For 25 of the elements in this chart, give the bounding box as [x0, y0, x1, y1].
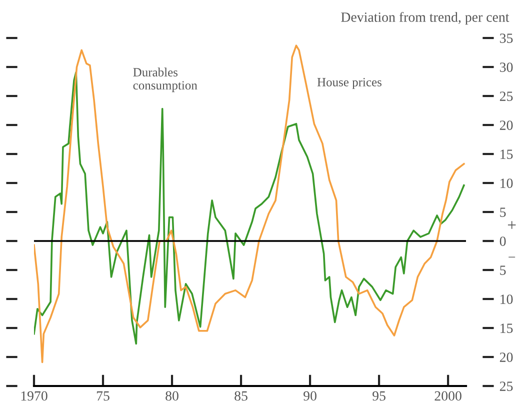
y-tick-label: 10: [500, 294, 513, 304]
text: −: [508, 256, 516, 258]
x-tick-label: 95: [372, 391, 386, 401]
y-tick-label: 35: [500, 34, 513, 43]
x-tick-label: 80: [166, 391, 178, 401]
y-axis-title: Deviation from trend, per cent: [341, 12, 510, 25]
y-tick-label: 5: [500, 266, 506, 275]
y-tick-label: 15: [500, 150, 513, 159]
text: +: [508, 221, 516, 229]
y-tick-label: 25: [500, 92, 513, 101]
y-tick-label: 20: [500, 120, 513, 130]
y-tick-label: 10: [500, 178, 513, 188]
y-tick-label: 25: [500, 382, 513, 391]
annotation: Durables consumption: [133, 68, 198, 92]
x-tick-label: 90: [304, 391, 316, 401]
annotation: House prices: [317, 78, 382, 89]
x-tick-label: 1970: [21, 391, 48, 401]
x-tick-label: 85: [234, 391, 248, 401]
x-tick-label: 2000: [434, 391, 462, 401]
x-tick-label: 75: [96, 391, 110, 401]
y-tick-label: 15: [500, 324, 513, 333]
y-tick-label: 20: [500, 352, 513, 362]
y-tick-label: 30: [500, 62, 513, 72]
y-tick-label: 5: [500, 208, 506, 217]
y-tick-label: 0: [500, 236, 506, 246]
